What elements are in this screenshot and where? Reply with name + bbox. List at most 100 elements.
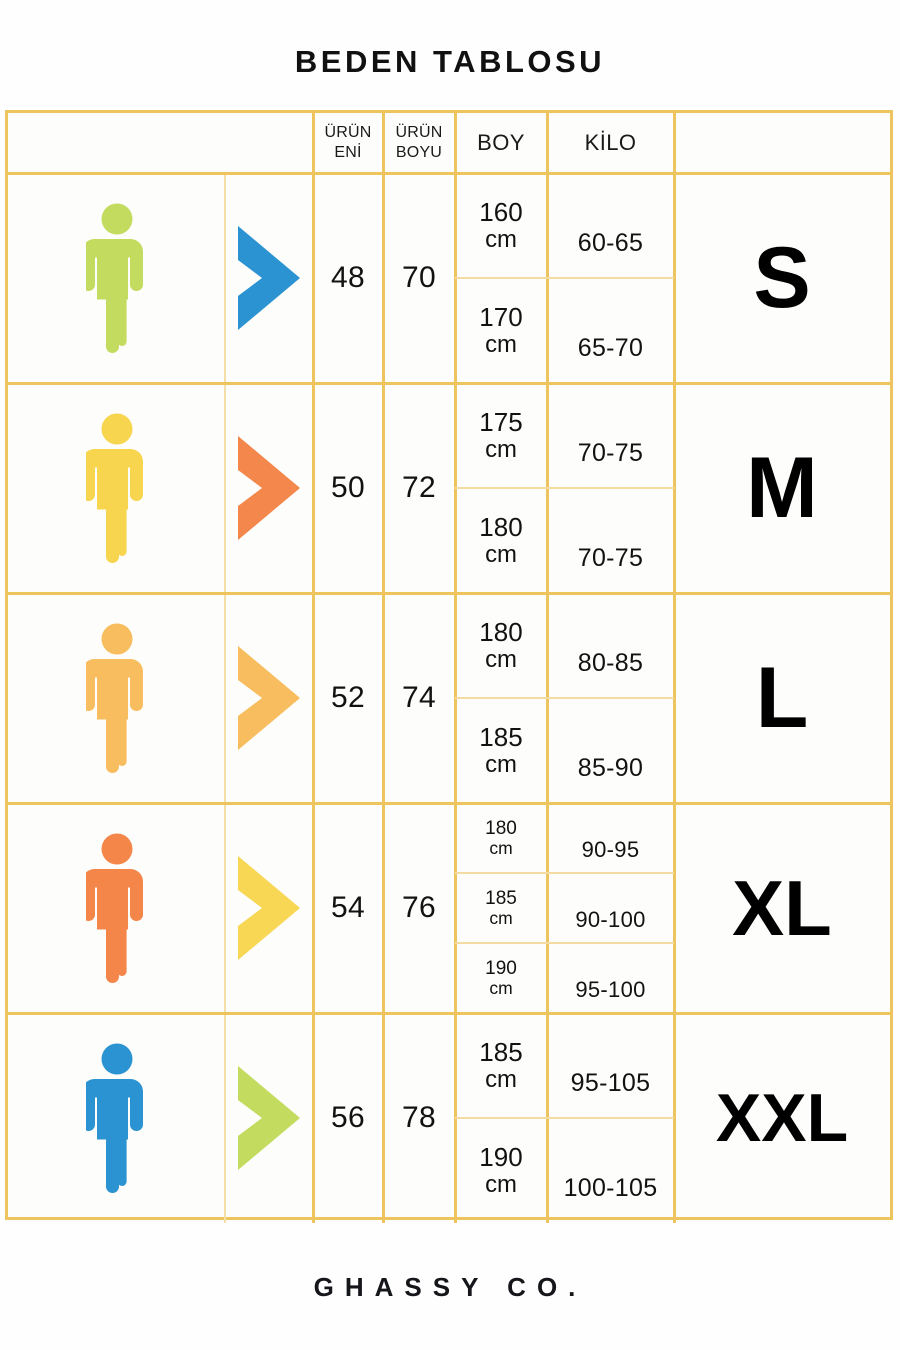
- header-urun-boyu-line1: ÜRÜN: [395, 124, 443, 141]
- grid-hline-row: [8, 801, 890, 805]
- kilo-value: 100-105: [563, 1173, 658, 1202]
- boy-value: 160: [479, 196, 523, 227]
- header-figure: [8, 113, 225, 173]
- person-pictogram-icon: [85, 203, 143, 353]
- header-kilo: KİLO: [547, 113, 674, 173]
- chevron-right-icon: [238, 856, 300, 960]
- urun-eni-cell: 52: [313, 593, 383, 803]
- grid-hline-row: [8, 381, 890, 385]
- size-cell: M: [674, 383, 890, 593]
- boy-cell: 160 cm: [455, 173, 547, 278]
- boy-value: 175: [479, 406, 523, 437]
- size-label: XXL: [715, 1080, 849, 1156]
- urun-eni-cell: 54: [313, 803, 383, 1013]
- size-cell: L: [674, 593, 890, 803]
- kilo-cell: 70-75: [547, 506, 674, 611]
- person-pictogram-icon: [85, 833, 143, 983]
- kilo-value: 95-105: [570, 1068, 651, 1097]
- kilo-value: 65-70: [577, 333, 644, 362]
- kilo-value: 80-85: [577, 648, 644, 677]
- size-table: ÜRÜN ENİ ÜRÜN BOYU BOY KİLO 48 70 160 cm 60-65 170 c…: [5, 110, 893, 1223]
- boy-value: 170: [479, 301, 523, 332]
- chevron-right-icon: [238, 436, 300, 540]
- kilo-cell: 95-105: [547, 1031, 674, 1136]
- urun-boyu-value: 74: [402, 681, 436, 714]
- person-figure-cell: [8, 173, 225, 383]
- grid-vline: [311, 113, 315, 1223]
- person-pictogram-icon: [85, 623, 143, 773]
- boy-unit: cm: [489, 907, 513, 928]
- boy-value: 180: [485, 817, 517, 839]
- urun-boyu-value: 76: [402, 891, 436, 924]
- person-figure-cell: [8, 1013, 225, 1223]
- boy-cell: 180 cm: [455, 803, 547, 873]
- grid-vline: [672, 113, 676, 1223]
- arrow-cell: [225, 593, 313, 803]
- urun-eni-cell: 50: [313, 383, 383, 593]
- person-figure-cell: [8, 593, 225, 803]
- boy-unit: cm: [489, 837, 513, 858]
- arrow-cell: [225, 803, 313, 1013]
- page-title: BEDEN TABLOSU: [294, 44, 606, 79]
- boy-cell: 185 cm: [455, 873, 547, 943]
- person-figure-cell: [8, 383, 225, 593]
- urun-eni-value: 50: [331, 471, 365, 504]
- header-urun-eni: ÜRÜN ENİ: [313, 113, 383, 173]
- urun-eni-cell: 56: [313, 1013, 383, 1223]
- kilo-cell: 90-100: [547, 885, 674, 955]
- grid-vline: [545, 113, 549, 1223]
- boy-cell: 180 cm: [455, 488, 547, 593]
- boy-unit: cm: [485, 435, 517, 463]
- kilo-value: 60-65: [577, 228, 644, 257]
- arrow-cell: [225, 1013, 313, 1223]
- boy-value: 185: [485, 887, 517, 909]
- urun-eni-cell: 48: [313, 173, 383, 383]
- kilo-value: 85-90: [577, 753, 644, 782]
- boy-unit: cm: [485, 225, 517, 253]
- boy-cell: 185 cm: [455, 698, 547, 803]
- kilo-cell: 85-90: [547, 716, 674, 821]
- kilo-value: 70-75: [577, 438, 644, 467]
- grid-hline-row: [8, 591, 890, 595]
- boy-unit: cm: [485, 1170, 517, 1198]
- boy-value: 190: [485, 957, 517, 979]
- urun-eni-value: 54: [331, 891, 365, 924]
- header-boy-label: BOY: [477, 130, 525, 155]
- kilo-value: 95-100: [575, 976, 646, 1002]
- boy-cell: 190 cm: [455, 943, 547, 1013]
- grid-hline-sub: [455, 697, 674, 699]
- size-table-grid: ÜRÜN ENİ ÜRÜN BOYU BOY KİLO 48 70 160 cm 60-65 170 c…: [8, 113, 890, 1223]
- grid-hline-sub: [455, 487, 674, 489]
- header-arrow: [225, 113, 313, 173]
- grid-hline-sub: [455, 277, 674, 279]
- size-label: XL: [732, 864, 832, 952]
- boy-unit: cm: [489, 977, 513, 998]
- arrow-cell: [225, 383, 313, 593]
- urun-eni-value: 48: [331, 261, 365, 294]
- kilo-cell: 70-75: [547, 401, 674, 506]
- brand-logo-text: GHASSY CO.: [313, 1272, 587, 1302]
- grid-hline-sub: [455, 872, 674, 874]
- boy-unit: cm: [485, 645, 517, 673]
- boy-value: 185: [479, 1036, 523, 1067]
- size-cell: XXL: [674, 1013, 890, 1223]
- chevron-right-icon: [238, 646, 300, 750]
- kilo-value: 90-95: [581, 836, 640, 862]
- person-pictogram-icon: [85, 1043, 143, 1193]
- urun-boyu-cell: 70: [383, 173, 455, 383]
- header-urun-boyu: ÜRÜN BOYU: [383, 113, 455, 173]
- size-cell: S: [674, 173, 890, 383]
- urun-boyu-value: 70: [402, 261, 436, 294]
- kilo-cell: 65-70: [547, 296, 674, 401]
- boy-unit: cm: [485, 540, 517, 568]
- urun-boyu-cell: 78: [383, 1013, 455, 1223]
- boy-unit: cm: [485, 1065, 517, 1093]
- boy-cell: 180 cm: [455, 593, 547, 698]
- kilo-cell: 90-95: [547, 815, 674, 885]
- boy-unit: cm: [485, 330, 517, 358]
- grid-vline: [381, 113, 385, 1223]
- header-urun-eni-line2: ENİ: [334, 144, 362, 161]
- urun-boyu-value: 72: [402, 471, 436, 504]
- urun-eni-value: 52: [331, 681, 365, 714]
